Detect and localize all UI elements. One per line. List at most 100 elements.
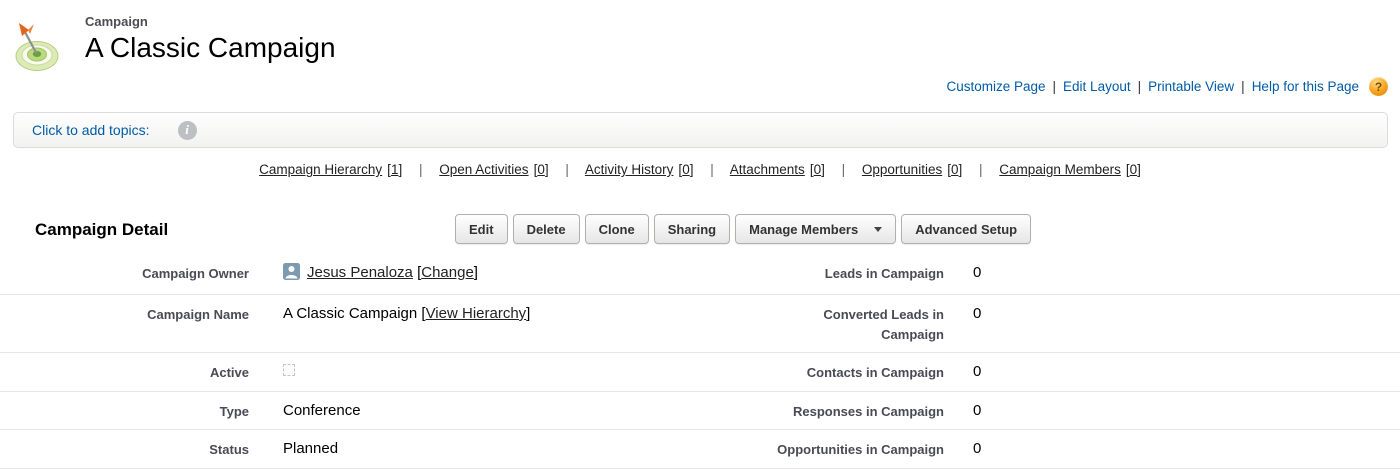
count-badge: [1]	[387, 162, 402, 177]
separator: |	[979, 162, 983, 177]
field-value-converted-leads-in-campaign: 0	[945, 294, 1400, 353]
bracket: [	[533, 162, 538, 177]
campaign-hierarchy-count-link[interactable]: 1	[390, 162, 399, 177]
entity-type-label: Campaign	[85, 14, 148, 29]
separator: |	[1137, 79, 1142, 94]
field-label-responses-in-campaign: Responses in Campaign	[680, 391, 945, 430]
related-list-nav: Campaign Hierarchy [1] | Open Activities […	[0, 162, 1400, 182]
advanced-setup-button[interactable]: Advanced Setup	[901, 214, 1032, 244]
campaign-detail-table: Campaign Owner Jesus Penaloza [Change] L…	[0, 254, 1400, 469]
bracket: ]	[1137, 162, 1141, 177]
opportunities-count-link[interactable]: 0	[950, 162, 959, 177]
add-topics-link[interactable]: Click to add topics:	[32, 122, 150, 138]
page-action-links: Customize Page | Edit Layout | Printable…	[946, 77, 1388, 96]
clone-button[interactable]: Clone	[584, 214, 649, 244]
related-link-campaign-hierarchy: Campaign Hierarchy [1]	[259, 162, 402, 177]
bracket: ]	[398, 162, 403, 177]
separator: |	[565, 162, 569, 177]
field-label-contacts-in-campaign: Contacts in Campaign	[680, 352, 945, 392]
bracket: [	[947, 162, 951, 177]
page-header: Campaign A Classic Campaign Customize Pa…	[0, 0, 1400, 110]
bracket: [	[1125, 162, 1130, 177]
field-value-opportunities-in-campaign: 0	[945, 429, 1400, 469]
bracket: ]	[544, 162, 549, 177]
related-link-campaign-members: Campaign Members [0]	[999, 162, 1141, 177]
owner-name-link[interactable]: Jesus Penaloza	[307, 264, 413, 281]
clone-button-label: Clone	[598, 221, 635, 237]
campaign-name-text: A Classic Campaign	[283, 305, 418, 322]
sharing-button[interactable]: Sharing	[653, 214, 731, 244]
field-value-campaign-name: A Classic Campaign [View Hierarchy]	[250, 294, 680, 353]
campaign-members-link[interactable]: Campaign Members	[999, 162, 1121, 177]
count-badge: [0]	[534, 162, 549, 177]
manage-members-button[interactable]: Manage Members	[735, 214, 897, 244]
field-label-converted-leads-in-campaign: Converted Leads in Campaign	[680, 294, 945, 353]
info-icon[interactable]: i	[177, 120, 197, 140]
attachments-count-link[interactable]: 0	[813, 162, 822, 177]
open-activities-link[interactable]: Open Activities	[439, 162, 529, 177]
table-row: Type Conference Responses in Campaign 0	[0, 391, 1400, 430]
bracket: ]	[958, 162, 963, 177]
delete-button[interactable]: Delete	[512, 214, 580, 244]
field-value-status: Planned	[250, 429, 680, 469]
help-for-this-page-link[interactable]: Help for this Page	[1251, 79, 1359, 94]
count-badge: [0]	[947, 162, 962, 177]
bracket: [	[387, 162, 391, 177]
table-row: Campaign Owner Jesus Penaloza [Change] L…	[0, 254, 1400, 295]
delete-button-label: Delete	[526, 221, 566, 237]
bracket: ]	[473, 264, 478, 281]
field-label-campaign-name: Campaign Name	[0, 294, 250, 353]
campaign-hierarchy-link[interactable]: Campaign Hierarchy	[259, 162, 383, 177]
bracket: [	[417, 264, 422, 281]
field-label-type: Type	[0, 391, 250, 430]
section-title: Campaign Detail	[35, 220, 169, 239]
customize-page-link[interactable]: Customize Page	[946, 79, 1046, 94]
activity-history-count-link[interactable]: 0	[682, 162, 690, 177]
campaign-members-count-link[interactable]: 0	[1129, 162, 1138, 177]
table-row: Active Contacts in Campaign 0	[0, 352, 1400, 392]
campaign-detail-section: Campaign Detail Edit Delete Clone Sharin…	[0, 214, 1400, 469]
table-row: Campaign Name A Classic Campaign [View H…	[0, 294, 1400, 353]
attachments-link[interactable]: Attachments	[729, 162, 805, 177]
manage-members-button-label: Manage Members	[749, 221, 859, 237]
page-title: A Classic Campaign	[85, 32, 336, 63]
help-icon[interactable]: ?	[1369, 77, 1388, 96]
printable-view-link[interactable]: Printable View	[1148, 79, 1235, 94]
separator: |	[418, 162, 423, 177]
detail-button-group: Edit Delete Clone Sharing Manage Members…	[455, 214, 1032, 244]
view-hierarchy-link[interactable]: View Hierarchy	[425, 305, 527, 322]
bracket: ]	[689, 162, 694, 177]
field-value-type: Conference	[250, 391, 680, 430]
edit-layout-link[interactable]: Edit Layout	[1063, 79, 1131, 94]
count-badge: [0]	[678, 162, 693, 177]
related-link-opportunities: Opportunities [0]	[862, 162, 962, 177]
topics-bar[interactable]: Click to add topics: i	[13, 112, 1388, 148]
field-value-responses-in-campaign: 0	[945, 391, 1400, 430]
user-avatar-icon	[283, 263, 300, 286]
bracket: [	[421, 305, 426, 322]
separator: |	[841, 162, 846, 177]
count-badge: [0]	[810, 162, 825, 177]
active-checkbox-unchecked	[283, 364, 295, 376]
related-link-open-activities: Open Activities [0]	[439, 162, 548, 177]
separator: |	[710, 162, 714, 177]
field-label-campaign-owner: Campaign Owner	[0, 254, 250, 295]
separator: |	[1052, 79, 1057, 94]
chevron-down-icon	[874, 226, 883, 232]
count-badge: [0]	[1126, 162, 1141, 177]
activity-history-link[interactable]: Activity History	[584, 162, 674, 177]
opportunities-link[interactable]: Opportunities	[861, 162, 943, 177]
bracket: [	[809, 162, 814, 177]
title-block: Campaign A Classic Campaign	[85, 14, 336, 64]
change-owner-link[interactable]: Change	[421, 264, 474, 281]
field-value-campaign-owner: Jesus Penaloza [Change]	[250, 254, 680, 295]
sharing-button-label: Sharing	[667, 221, 717, 237]
edit-button[interactable]: Edit	[455, 214, 508, 244]
related-link-attachments: Attachments [0]	[730, 162, 825, 177]
field-label-status: Status	[0, 429, 250, 469]
open-activities-count-link[interactable]: 0	[537, 162, 545, 177]
detail-header: Campaign Detail Edit Delete Clone Sharin…	[0, 214, 1400, 248]
table-row: Status Planned Opportunities in Campaign…	[0, 429, 1400, 469]
bracket: [	[678, 162, 683, 177]
